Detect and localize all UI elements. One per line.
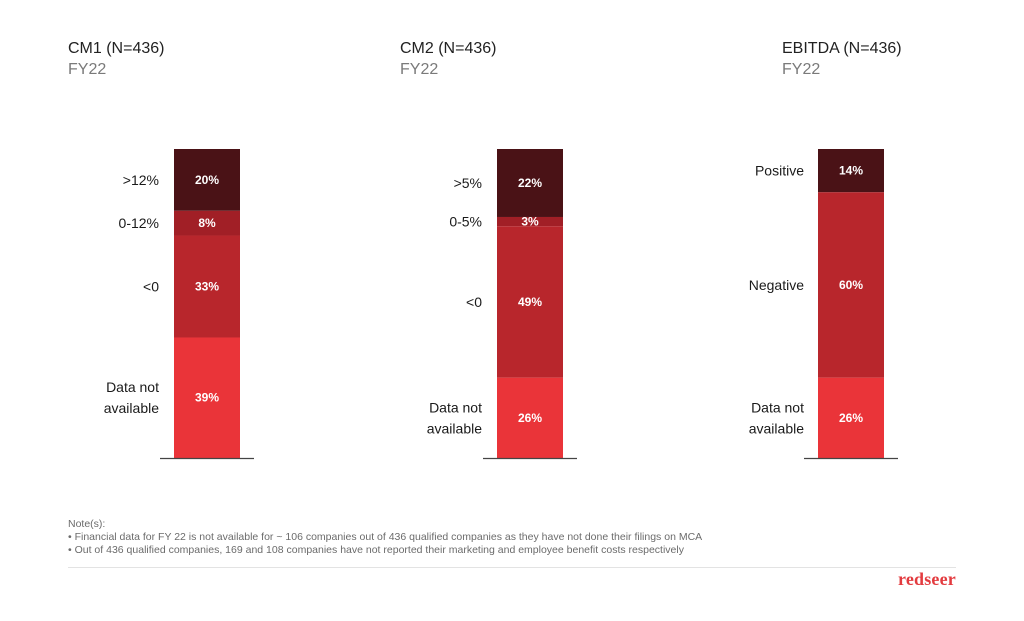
bar-segment — [497, 149, 563, 217]
stacked-bar-chart-cm1: 20% >12% 8% 0-12% 33% <0 39% Data not available — [104, 149, 254, 460]
notes-section: Note(s): • Financial data for FY 22 is n… — [68, 518, 702, 557]
data-label: 60% — [839, 278, 863, 292]
notes-heading: Note(s): — [68, 518, 106, 530]
bar-segment — [497, 226, 563, 378]
bar-segment — [174, 149, 240, 211]
category-label: >5% — [454, 175, 482, 191]
stacked-bar-chart-cm2: 22% >5% 3% 0-5% 49% <0 26% Data not available — [427, 149, 577, 460]
category-label: Negative — [749, 277, 804, 293]
data-label: 26% — [518, 411, 542, 425]
note-item: • Out of 436 qualified companies, 169 an… — [68, 544, 684, 556]
chart-subtitle: FY22 — [68, 61, 107, 78]
chart-panel-cm2: CM2 (N=436) FY22 22% >5% 3% 0-5% 49% <0 26% Dat… — [390, 0, 730, 470]
data-label: 49% — [518, 295, 542, 309]
category-label: Data not available — [427, 399, 482, 436]
category-label: <0 — [143, 279, 159, 295]
bar-segment — [174, 235, 240, 338]
data-label: 3% — [521, 215, 539, 229]
bar-segment — [818, 192, 884, 378]
stacked-bar-chart-ebitda: 14% Positive 60% Negative 26% Data not availab… — [749, 149, 898, 460]
redseer-logo: redseer — [897, 569, 956, 589]
category-label: Positive — [755, 163, 804, 179]
note-item: • Financial data for FY 22 is not availa… — [68, 531, 703, 543]
footer-divider — [68, 567, 956, 568]
bar-segment — [818, 377, 884, 458]
data-label: 39% — [195, 391, 219, 405]
category-label: >12% — [123, 172, 159, 188]
category-label: 0-12% — [119, 215, 159, 231]
data-label: 8% — [198, 216, 216, 230]
chart-title: EBITDA (N=436) — [782, 40, 902, 57]
data-label: 22% — [518, 176, 542, 190]
category-label: Data not available — [749, 399, 804, 436]
data-label: 14% — [839, 164, 863, 178]
chart-subtitle: FY22 — [400, 61, 439, 78]
chart-panel-ebitda: EBITDA (N=436) FY22 14% Positive 60% Negati… — [712, 0, 1024, 470]
bar-segment — [497, 377, 563, 458]
data-label: 33% — [195, 280, 219, 294]
chart-title: CM2 (N=436) — [400, 40, 497, 57]
category-label: 0-5% — [449, 214, 482, 230]
bar-segment — [174, 210, 240, 236]
category-label: Data not available — [104, 379, 159, 416]
chart-title: CM1 (N=436) — [68, 40, 165, 57]
bar-segment — [818, 149, 884, 193]
data-label: 20% — [195, 173, 219, 187]
data-label: 26% — [839, 411, 863, 425]
category-label: <0 — [466, 294, 482, 310]
bar-segment — [174, 337, 240, 458]
bar-segment — [497, 216, 563, 227]
chart-subtitle: FY22 — [782, 61, 821, 78]
chart-panel-cm1: CM1 (N=436) FY22 20% >12% 8% 0-12% 33% <0 39% D… — [68, 0, 408, 470]
